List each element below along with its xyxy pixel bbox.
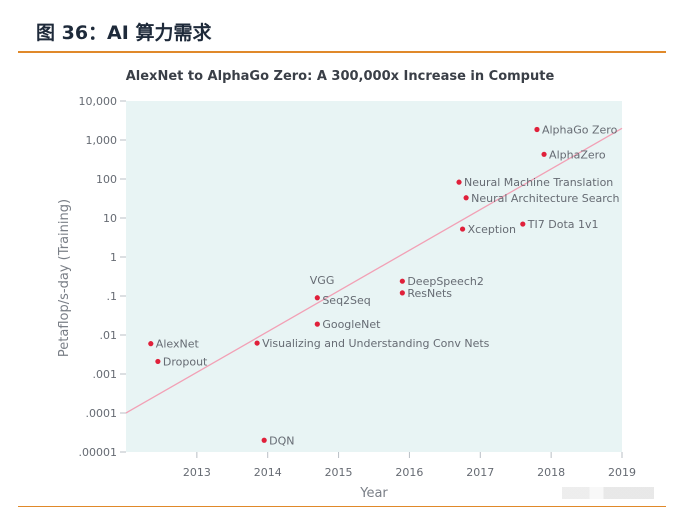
x-tick-label: 2016 (395, 466, 423, 479)
data-point (261, 437, 267, 443)
x-tick-label: 2019 (608, 466, 636, 479)
point-label: Dropout (163, 355, 208, 368)
x-tick-label: 2018 (537, 466, 565, 479)
chart-title: AlexNet to AlphaGo Zero: A 300,000x Incr… (126, 69, 555, 84)
point-label: Visualizing and Understanding Conv Nets (262, 337, 490, 350)
x-tick-label: 2013 (183, 466, 211, 479)
y-tick-label: 10,000 (79, 95, 118, 108)
x-tick-label: 2017 (466, 466, 494, 479)
y-tick-label: 1,000 (86, 134, 118, 147)
data-points: AlexNet Dropout DQN Visualizing and Underst… (148, 123, 620, 447)
watermark (562, 487, 654, 499)
top-divider (18, 51, 666, 53)
y-tick-label: .01 (100, 329, 118, 342)
point-label: Xception (468, 223, 516, 236)
plot-area (126, 101, 622, 452)
x-tick-label: 2015 (325, 466, 353, 479)
figure-title: 图 36：AI 算力需求 (36, 22, 212, 44)
point-label: TI7 Dota 1v1 (527, 218, 599, 231)
y-axis-ticks: .00001 .0001 .001 .01 .1 1 10 100 1,000 10,000 (79, 95, 126, 459)
data-point (148, 341, 154, 347)
point-label: ResNets (407, 287, 452, 300)
data-point (463, 195, 469, 201)
data-point (399, 290, 405, 296)
y-tick-label: 10 (103, 212, 117, 225)
x-axis-ticks: 2013 2014 2015 2016 2017 2018 2019 (183, 452, 636, 479)
x-axis-label: Year (359, 486, 388, 501)
bottom-divider (18, 506, 666, 507)
point-label: DQN (269, 434, 294, 447)
data-point (520, 221, 526, 227)
point-label: Seq2Seq (322, 294, 370, 307)
data-point (314, 321, 320, 327)
data-point (155, 358, 161, 365)
x-tick-label: 2014 (254, 466, 282, 479)
data-point (459, 226, 466, 232)
point-label: VGG (310, 274, 335, 287)
y-tick-label: .0001 (86, 407, 118, 420)
point-label: AlphaZero (549, 148, 606, 161)
point-label: DeepSpeech2 (407, 275, 484, 288)
y-tick-label: 100 (96, 173, 117, 186)
y-tick-label: 1 (110, 251, 117, 264)
point-label: AlphaGo Zero (542, 123, 618, 136)
point-label: AlexNet (156, 338, 200, 351)
y-axis-label: Petaflop/s-day (Training) (57, 199, 72, 357)
point-label: GoogleNet (322, 318, 381, 331)
data-point (456, 179, 462, 185)
y-tick-label: .00001 (79, 446, 118, 459)
data-point (541, 151, 547, 157)
data-point (399, 278, 405, 284)
data-point (314, 295, 320, 301)
data-point (534, 126, 540, 133)
data-point (254, 340, 260, 346)
y-tick-label: .1 (107, 290, 118, 303)
point-label: Neural Machine Translation (464, 176, 613, 189)
point-label: Neural Architecture Search (471, 192, 619, 205)
trend-line (125, 127, 623, 414)
y-tick-label: .001 (93, 368, 118, 381)
